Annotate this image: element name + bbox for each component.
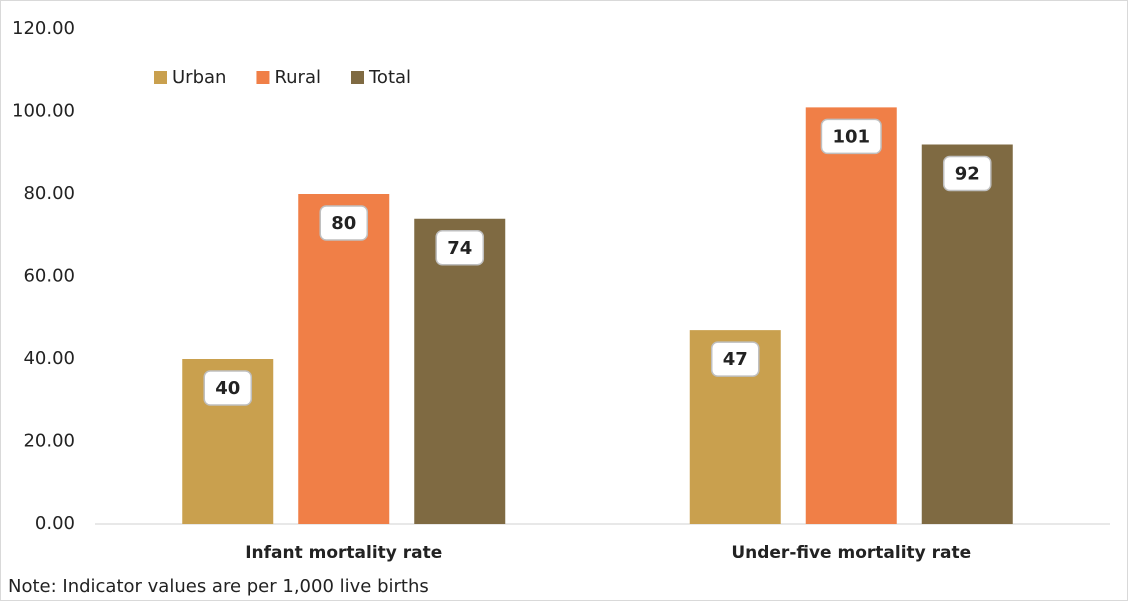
data-label-box [203,370,253,406]
x-tick-label: Under-five mortality rate [731,543,971,563]
legend-label: Rural [274,67,321,88]
data-label-box [435,230,485,266]
data-label: 74 [447,238,472,259]
data-label: 101 [832,126,870,147]
data-label: 47 [723,349,748,370]
y-tick-label: 0.00 [35,513,75,534]
y-tick-label: 80.00 [23,183,75,204]
y-tick-label: 60.00 [23,266,75,287]
data-label-box [710,341,760,377]
bar [414,218,506,524]
legend-swatch [256,71,270,84]
data-label: 92 [955,164,980,185]
legend-label: Urban [172,67,226,88]
data-label-box [942,155,992,192]
x-tick-label: Infant mortality rate [245,543,442,563]
y-tick-label: 120.00 [12,18,75,39]
data-label: 40 [215,378,240,399]
legend-swatch [154,71,167,84]
data-label-box [820,118,882,155]
data-label: 80 [331,213,356,234]
data-label-box [319,205,369,241]
bar [298,194,390,524]
y-tick-label: 100.00 [12,101,75,122]
bar [921,144,1013,524]
bar [805,107,897,524]
note: Note: Indicator values are per 1,000 liv… [8,576,429,597]
y-tick-label: 20.00 [23,431,75,452]
legend-label: Total [368,67,411,88]
y-tick-label: 40.00 [23,348,75,369]
legend-swatch [351,71,364,84]
